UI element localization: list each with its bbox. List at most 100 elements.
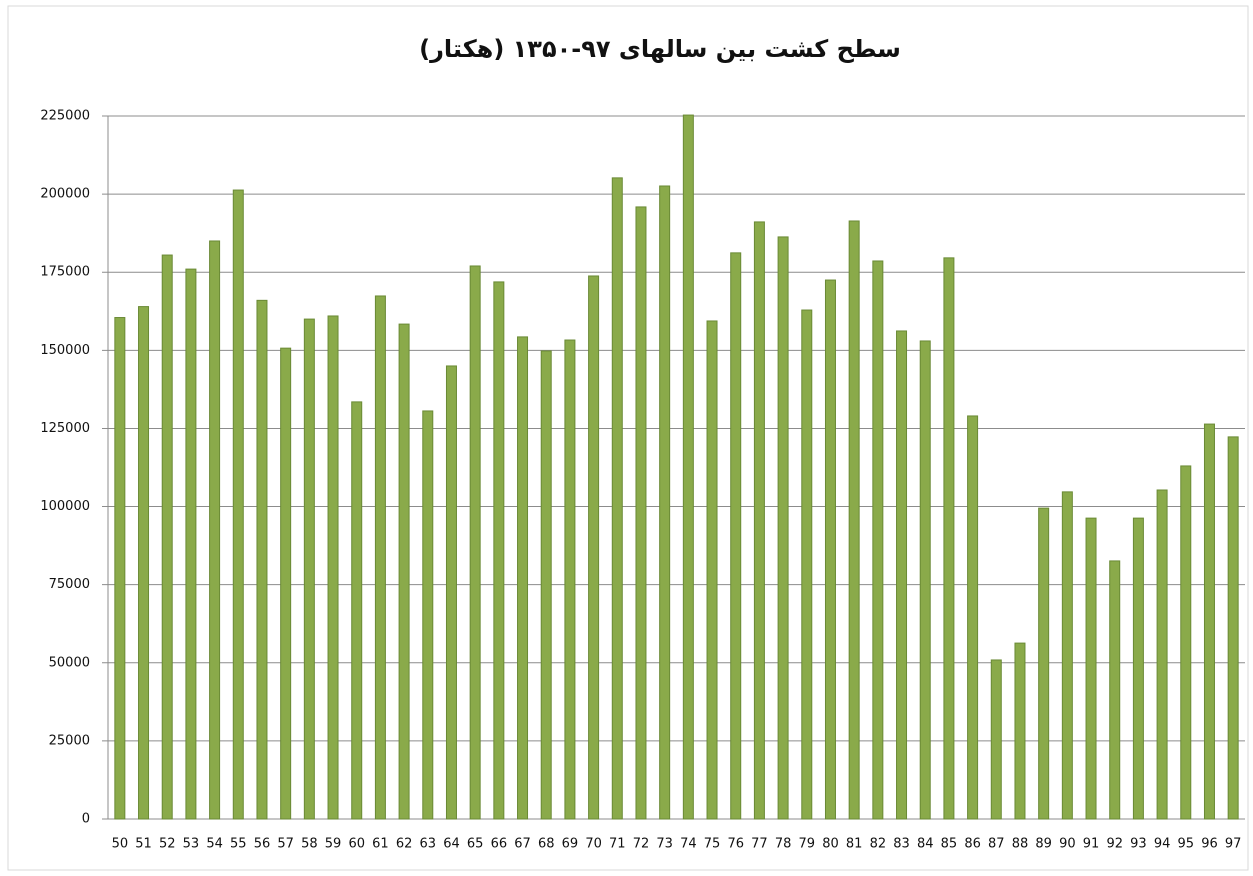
bar [398, 323, 410, 820]
bar [256, 299, 268, 820]
y-tick-label: 75000 [49, 577, 90, 592]
bar [848, 220, 860, 820]
y-tick-label: 100000 [40, 499, 90, 514]
bar [635, 206, 647, 820]
y-tick-label: 25000 [49, 733, 90, 748]
x-tick-label: 52 [159, 837, 176, 852]
x-tick-label: 71 [609, 837, 626, 852]
x-tick-label: 97 [1225, 837, 1242, 852]
x-tick-label: 91 [1083, 837, 1100, 852]
bar [303, 318, 315, 820]
x-tick-label: 77 [751, 837, 768, 852]
x-tick-label: 62 [396, 837, 413, 852]
y-tick-label: 200000 [40, 187, 90, 202]
x-tick-label: 81 [846, 837, 863, 852]
x-tick-label: 50 [112, 837, 129, 852]
bar [967, 415, 979, 820]
bar [896, 330, 908, 820]
bar [445, 365, 457, 820]
x-tick-label: 72 [633, 837, 650, 852]
x-tick-label: 94 [1154, 837, 1171, 852]
x-tick-label: 83 [893, 837, 910, 852]
bar [374, 295, 386, 820]
y-tick-label: 225000 [40, 109, 90, 124]
x-tick-label: 75 [704, 837, 721, 852]
bar [185, 268, 197, 820]
bar [943, 257, 955, 820]
bar [824, 279, 836, 820]
y-tick-label: 150000 [40, 343, 90, 358]
bar [232, 189, 244, 820]
x-tick-label: 87 [988, 837, 1005, 852]
x-tick-label: 90 [1059, 837, 1076, 852]
x-tick-label: 92 [1106, 837, 1123, 852]
x-tick-label: 55 [230, 837, 247, 852]
bar [1038, 507, 1050, 820]
x-tick-label: 82 [870, 837, 887, 852]
x-tick-label: 63 [420, 837, 437, 852]
x-tick-label: 76 [727, 837, 744, 852]
x-tick-label: 67 [514, 837, 531, 852]
x-tick-label: 86 [964, 837, 981, 852]
x-tick-label: 59 [325, 837, 342, 852]
x-tick-label: 88 [1012, 837, 1029, 852]
bar [114, 317, 126, 820]
bar [564, 339, 576, 820]
x-tick-label: 60 [348, 837, 365, 852]
bar [327, 315, 339, 820]
x-tick-label: 64 [443, 837, 460, 852]
x-tick-label: 66 [491, 837, 508, 852]
bar [1203, 423, 1215, 820]
x-tick-label: 73 [656, 837, 673, 852]
bar [493, 281, 505, 820]
bar [422, 410, 434, 820]
bar [1132, 517, 1144, 820]
y-tick-label: 125000 [40, 421, 90, 436]
bar [351, 401, 363, 820]
x-tick-label: 68 [538, 837, 555, 852]
bar [1109, 560, 1121, 820]
bar [161, 254, 173, 820]
x-tick-label: 78 [775, 837, 792, 852]
bar [1061, 491, 1073, 820]
bar [517, 336, 529, 820]
x-tick-label: 89 [1035, 837, 1052, 852]
y-tick-label: 0 [82, 812, 90, 827]
bar [777, 236, 789, 820]
bar [209, 240, 221, 820]
bar [872, 260, 884, 820]
x-tick-label: 96 [1201, 837, 1218, 852]
bar [138, 306, 150, 820]
y-tick-label: 50000 [49, 655, 90, 670]
x-tick-label: 56 [254, 837, 271, 852]
x-tick-label: 61 [372, 837, 389, 852]
x-tick-label: 79 [799, 837, 816, 852]
x-tick-label: 69 [562, 837, 579, 852]
x-tick-label: 57 [277, 837, 294, 852]
bar [588, 275, 600, 820]
x-tick-label: 51 [135, 837, 152, 852]
y-tick-label: 175000 [40, 265, 90, 280]
x-tick-label: 65 [467, 837, 484, 852]
x-tick-label: 93 [1130, 837, 1147, 852]
bar [1156, 489, 1168, 820]
bar [1085, 517, 1097, 820]
x-tick-label: 53 [183, 837, 200, 852]
x-tick-label: 84 [917, 837, 934, 852]
bar [730, 252, 742, 820]
x-tick-label: 74 [680, 837, 697, 852]
bar [1180, 465, 1192, 820]
bar [706, 320, 718, 820]
x-tick-label: 58 [301, 837, 318, 852]
bar [659, 185, 671, 820]
x-tick-label: 95 [1178, 837, 1195, 852]
bar [753, 221, 765, 820]
bar [1227, 436, 1239, 820]
x-tick-label: 70 [585, 837, 602, 852]
x-tick-label: 54 [206, 837, 223, 852]
chart-title: سطح کشت بین سالهای ۹۷-۱۳۵۰ (هکتار) [419, 35, 901, 63]
bar [611, 177, 623, 820]
bar [280, 347, 292, 820]
bar [1014, 642, 1026, 820]
